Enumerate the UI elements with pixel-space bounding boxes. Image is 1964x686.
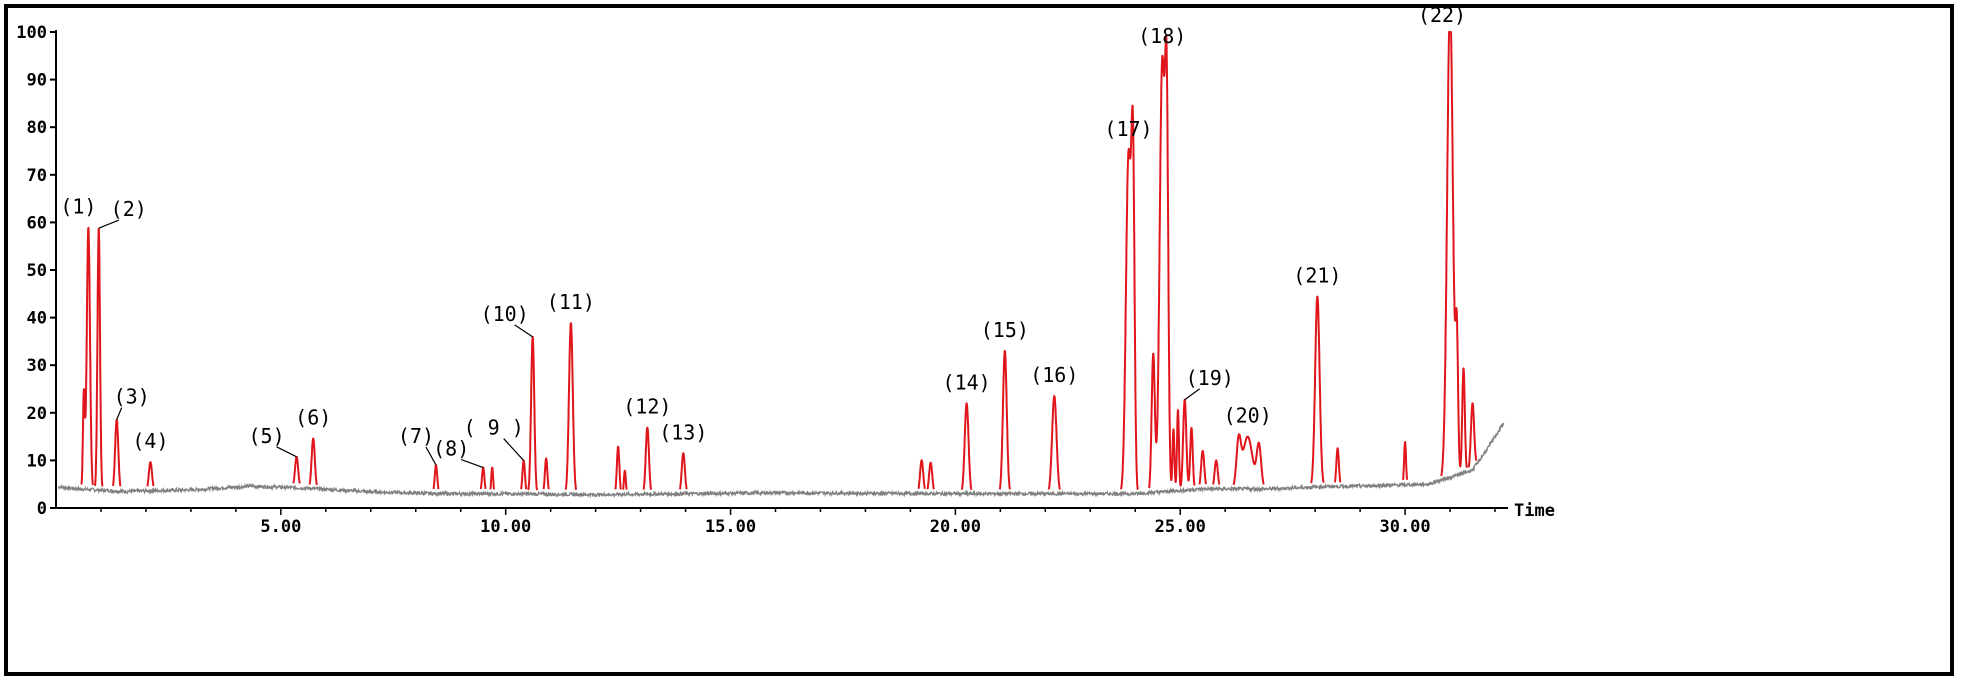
peak-label: (5) [249,424,285,448]
peak-trace-segment [112,418,122,487]
peak-leader-line [460,458,484,469]
peak-label: (16) [1030,363,1078,387]
peak-trace-segment [1120,104,1139,490]
peak-trace-segment [998,349,1011,490]
peak-trace-segment [1310,295,1325,484]
peak-trace-segment [1402,441,1408,480]
y-tick-label: 10 [27,451,47,471]
peak-label: (4) [132,429,168,453]
x-axis-title: Time [1514,501,1555,521]
chromatogram-chart: 0 10 20 30 40 50 60 70 80 90 100 5.00 10.00 15.00 20.… [16,8,1555,537]
peak-label: (17) [1104,117,1152,141]
peak-leader-line [514,324,534,338]
y-tick-label: 40 [27,309,47,329]
peak-trace-segment [146,461,155,487]
peak-trace-segment [917,459,926,489]
y-ticks: 0 10 20 30 40 50 60 70 80 90 100 [16,23,56,519]
peak-trace-segment [1212,459,1221,485]
peak-trace-segment [489,466,495,490]
y-tick-label: 20 [27,404,47,424]
peak-trace-segment [94,227,104,487]
peak-trace-segment [614,445,622,490]
baseline-trace [58,422,1505,499]
peak-leader-line [503,438,525,461]
peak-label: (18) [1138,24,1186,48]
peak-trace-segment [1467,402,1478,468]
y-tick-label: 60 [27,213,47,233]
peak-trace-segment [479,466,487,489]
peak-leader-line [276,446,297,458]
y-tick-label: 30 [27,356,47,376]
peak-trace-segment [1047,395,1061,490]
peak-trace-segment [527,335,538,491]
y-tick-label: 50 [27,261,47,281]
peak-label: (14) [943,370,991,394]
peak-label: (6) [295,406,331,430]
peak-label: (7) [398,424,434,448]
y-tick-label: 0 [37,499,47,519]
peak-trace-segment [520,459,528,490]
peak-label: (11) [547,290,595,314]
peak-trace-segment [926,461,935,490]
peak-label: (19) [1186,366,1234,390]
chart-frame: 0 10 20 30 40 50 60 70 80 90 100 5.00 10.00 15.00 20.… [4,4,1954,676]
peak-label: (10) [481,302,529,326]
peak-trace-segment [679,452,688,490]
peak-label: ( 9 ) [464,416,524,440]
peak-leader-line [1184,388,1201,401]
x-ticks: 5.00 10.00 15.00 20.00 25.00 30.00 [100,508,1496,537]
x-tick-label: 20.00 [930,517,981,537]
peak-trace-layer [80,31,1478,491]
peak-trace-segment [1198,449,1207,485]
peak-trace-segment [642,426,652,490]
peak-labels: (1) (2) (3) (4) (5) (6) (7)(8)( 9 ) (10) (11) (12… [60,8,1466,469]
x-tick-label: 30.00 [1379,517,1430,537]
x-tick-label: 15.00 [705,517,756,537]
y-tick-label: 100 [16,23,47,43]
peak-trace-segment [1333,447,1342,483]
peak-label: (20) [1224,404,1272,428]
peak-leader-line [98,219,119,229]
peak-trace-segment [622,469,628,490]
peak-label: (13) [659,420,707,444]
peak-trace-segment [292,455,301,484]
y-tick-label: 90 [27,71,47,91]
x-tick-label: 10.00 [480,517,531,537]
x-tick-label: 5.00 [260,517,301,537]
peak-trace-segment [960,402,973,490]
peak-trace-segment [1232,433,1265,486]
peak-leader-line [425,446,437,466]
peak-label: (12) [623,394,671,418]
peak-label: (3) [114,385,150,409]
peak-label: (22) [1418,8,1466,27]
y-tick-label: 80 [27,118,47,138]
peak-label: (2) [111,197,147,221]
peak-trace-segment [432,464,440,490]
baseline-trace-layer [58,422,1505,499]
peak-trace-segment [542,457,550,490]
peak-label: (15) [981,318,1029,342]
y-tick-label: 70 [27,166,47,186]
peak-trace-segment [1148,34,1196,489]
peak-trace-segment [308,437,318,486]
peak-trace-segment [80,226,94,486]
peak-label: (21) [1293,263,1341,287]
x-tick-label: 25.00 [1155,517,1206,537]
peak-trace-segment [1440,31,1468,477]
peak-leader-line [116,407,123,420]
peak-label: (8) [433,437,469,461]
peak-label: (1) [60,195,96,219]
peak-trace-segment [564,322,577,490]
